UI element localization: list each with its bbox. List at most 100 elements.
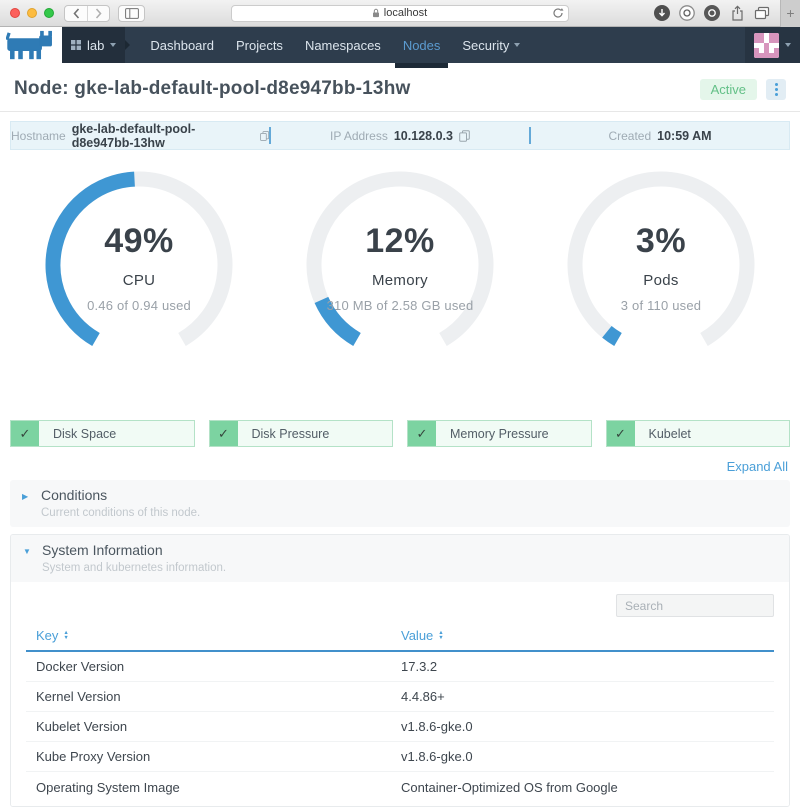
column-header-key[interactable]: Key ▲ ▼ — [36, 628, 69, 643]
chevron-down-icon — [110, 43, 117, 47]
avatar — [754, 32, 779, 58]
caret-right-icon: ▶ — [22, 492, 29, 501]
table-row: Operating System Image Container-Optimiz… — [36, 779, 618, 795]
grid-icon — [71, 40, 81, 50]
search-input[interactable] — [616, 594, 774, 617]
dark-circle-icon — [704, 5, 720, 21]
nav-item-dashboard[interactable]: Dashboard — [150, 37, 214, 53]
chevron-down-icon — [785, 43, 791, 47]
gauge-detail: 0.46 of 0.94 used — [87, 298, 191, 313]
chevron-right-icon — [95, 7, 102, 19]
condition-checks: ✓ Disk Space ✓ Disk Pressure ✓ Memory Pr… — [10, 420, 790, 447]
checkmark-icon: ✓ — [209, 421, 238, 446]
ring-icon — [679, 5, 695, 21]
nav-item-security[interactable]: Security — [451, 27, 531, 63]
download-icon — [654, 5, 670, 21]
header-divider — [0, 111, 800, 112]
section-title: System Information — [42, 542, 163, 558]
check-disk-pressure: ✓ Disk Pressure — [208, 420, 393, 447]
reload-button[interactable] — [552, 7, 564, 22]
user-menu[interactable] — [745, 27, 800, 63]
system-information-body: Key ▲▼ Value ▲▼ Docker Version 17.3.2 Ke… — [11, 582, 789, 806]
history-nav — [64, 4, 110, 22]
app-navbar: lab Dashboard Projects Namespaces Nodes … — [0, 27, 800, 68]
gauge-label: CPU — [122, 272, 156, 289]
minimize-window-button[interactable] — [27, 8, 37, 18]
environment-name: lab — [87, 37, 105, 53]
gauge-label: Pods — [643, 272, 679, 289]
resource-gauges: 49% CPU 0.46 of 0.94 used 12% Memory 310… — [0, 150, 800, 372]
gauge-label: Memory — [372, 272, 428, 289]
back-button[interactable] — [65, 6, 87, 21]
caret-down-icon: ▼ — [23, 547, 31, 556]
page-header: Node: gke-lab-default-pool-d8e947bb-13hw… — [0, 63, 800, 111]
address-bar[interactable]: localhost — [230, 4, 569, 22]
gauge-percent: 49% — [104, 222, 174, 260]
extension-buttons — [654, 5, 770, 21]
section-title: Conditions — [41, 487, 108, 503]
url-text: localhost — [383, 7, 428, 19]
navbar-dark: lab Dashboard Projects Namespaces Nodes … — [62, 27, 800, 68]
downloads-button[interactable] — [654, 5, 670, 21]
gauge-percent: 3% — [635, 222, 687, 260]
sidebar-toggle-button[interactable] — [118, 4, 145, 22]
section-subtitle: Current conditions of this node. — [41, 507, 201, 519]
table-header: Key ▲ ▼ Value ▲ ▼ — [26, 628, 774, 652]
checkmark-icon: ✓ — [606, 421, 635, 446]
column-header-value[interactable]: Value ▲ ▼ — [401, 628, 444, 643]
extension-ring-button[interactable] — [679, 5, 695, 21]
chevron-left-icon — [72, 7, 79, 19]
share-icon — [731, 5, 743, 21]
check-disk-space: ✓ Disk Space — [10, 420, 195, 447]
bull-logo-icon — [6, 30, 52, 59]
environment-selector[interactable]: lab — [62, 27, 131, 63]
chevron-down-icon — [514, 43, 521, 47]
gauge-detail: 310 MB of 2.58 GB used — [326, 298, 474, 313]
page-title: Node: gke-lab-default-pool-d8e947bb-13hw — [14, 78, 411, 99]
gauge-memory: 12% Memory 310 MB of 2.58 GB used — [289, 164, 511, 364]
extension-dark-button[interactable] — [704, 5, 720, 21]
node-info-bar: Hostname gke-lab-default-pool-d8e947bb-1… — [10, 121, 790, 150]
system-information-header[interactable]: ▼ System Information System and kubernet… — [11, 535, 789, 582]
table-row: Kernel Version 4.4.86+ — [26, 682, 774, 712]
nav-item-namespaces[interactable]: Namespaces — [304, 37, 381, 53]
gauge-percent: 12% — [365, 222, 435, 260]
sort-icon[interactable]: ▲ ▼ — [438, 629, 444, 641]
new-tab-button[interactable]: + — [780, 0, 800, 27]
zoom-window-button[interactable] — [44, 8, 54, 18]
info-separator — [269, 127, 271, 144]
close-window-button[interactable] — [10, 8, 20, 18]
tab-overview-button[interactable] — [754, 5, 770, 21]
sidebar-icon — [124, 7, 139, 19]
check-kubelet: ✓ Kubelet — [605, 420, 790, 447]
padlock-icon — [372, 8, 379, 18]
window-controls — [10, 8, 54, 18]
refresh-icon — [552, 8, 563, 18]
gauge-arc — [306, 171, 494, 346]
info-created: Created 10:59 AM — [608, 128, 712, 143]
copy-icon[interactable] — [259, 130, 269, 142]
rancher-logo[interactable] — [0, 27, 62, 63]
forward-button[interactable] — [87, 5, 109, 21]
info-ip-address: IP Address 10.128.0.3 — [271, 129, 529, 143]
table-row: Kube Proxy Version v1.8.6-gke.0 — [26, 742, 774, 772]
share-button[interactable] — [729, 5, 745, 21]
gauge-cpu: 49% CPU 0.46 of 0.94 used — [28, 164, 250, 364]
section-conditions[interactable]: ▶ Conditions Current conditions of this … — [10, 480, 790, 527]
checkmark-icon: ✓ — [408, 421, 436, 446]
header-actions: Active — [699, 78, 786, 100]
check-memory-pressure: ✓ Memory Pressure — [407, 420, 592, 447]
table-row: Docker Version 17.3.2 — [26, 652, 774, 682]
gauge-detail: 3 of 110 used — [620, 298, 702, 313]
gauge-arc — [45, 171, 233, 346]
section-subtitle: System and kubernetes information. — [42, 562, 227, 574]
copy-icon[interactable] — [459, 129, 470, 142]
section-system-information: ▼ System Information System and kubernet… — [10, 534, 790, 807]
nav-item-nodes[interactable]: Nodes — [392, 27, 452, 68]
sort-icon[interactable]: ▲ ▼ — [63, 629, 69, 641]
info-separator — [529, 127, 531, 144]
expand-all-link[interactable]: Expand All — [726, 459, 788, 474]
nav-item-projects[interactable]: Projects — [235, 37, 283, 53]
node-actions-button[interactable] — [766, 78, 786, 100]
gauge-arc — [567, 171, 755, 346]
